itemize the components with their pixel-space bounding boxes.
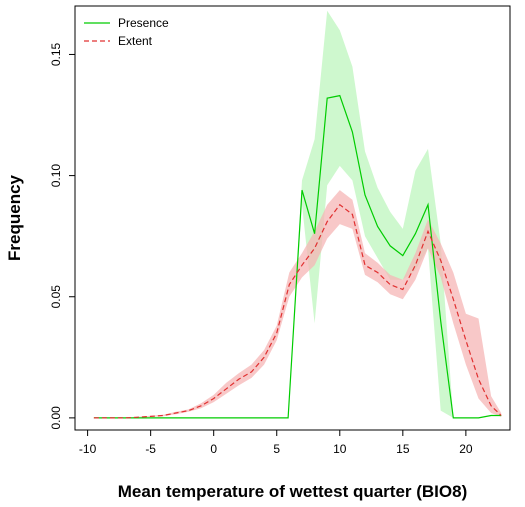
confidence-bands (93, 10, 502, 418)
legend-item-extent: Extent (84, 34, 153, 48)
x-axis-title: Mean temperature of wettest quarter (BIO… (118, 482, 468, 501)
legend: Presence Extent (84, 16, 169, 48)
y-tick-label: 0.10 (49, 164, 63, 188)
x-tick-label: 5 (273, 442, 280, 456)
x-tick-label: 20 (459, 442, 473, 456)
line-extent (93, 203, 502, 419)
x-axis: -10 -5 0 5 10 15 20 (79, 429, 473, 456)
y-tick-label: 0.00 (49, 406, 63, 430)
legend-item-presence: Presence (84, 16, 169, 30)
series-lines (93, 94, 502, 419)
line-presence (93, 94, 502, 419)
x-tick-label: 0 (210, 442, 217, 456)
x-tick-label: 10 (333, 442, 347, 456)
band-presence (93, 10, 502, 418)
legend-label: Extent (118, 34, 153, 48)
y-axis: 0.00 0.05 0.10 0.15 (49, 42, 76, 430)
x-tick-label: -10 (79, 442, 97, 456)
legend-label: Presence (118, 16, 169, 30)
y-axis-title: Frequency (5, 174, 24, 261)
x-tick-label: 15 (396, 442, 410, 456)
x-tick-label: -5 (145, 442, 156, 456)
y-tick-label: 0.05 (49, 285, 63, 309)
y-tick-label: 0.15 (49, 42, 63, 66)
